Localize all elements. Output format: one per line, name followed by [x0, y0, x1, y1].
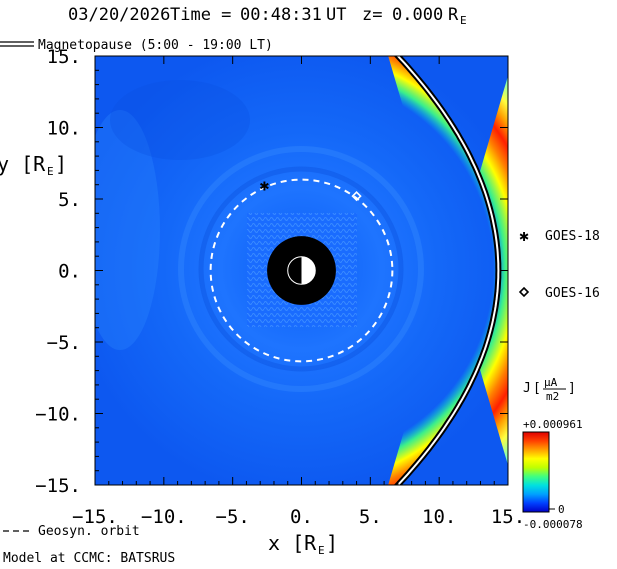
- y-tick-label: 5.: [58, 189, 81, 211]
- title-z-unit: R: [448, 5, 459, 25]
- field-feature-left: [95, 110, 160, 350]
- colorbar-bracket-close: ]: [568, 381, 576, 396]
- field-feature-top: [110, 80, 250, 160]
- y-axis-label-sub: E: [47, 165, 54, 178]
- x-tick-label: 15.: [491, 506, 525, 528]
- geosyn-orbit: [209, 178, 394, 363]
- colorbar: J [ µA m2 ] +0.000961 0 -0.000078: [522, 376, 583, 531]
- x-axis-label: x [R E ]: [268, 531, 338, 557]
- satellite-legend-marker: [518, 286, 530, 298]
- satellite-legend: ✱ GOES-18 GOES-16: [518, 226, 600, 301]
- colorbar-min-label: -0.000078: [523, 518, 583, 531]
- colorbar-scale: [522, 431, 550, 513]
- title-date: 03/20/2026: [68, 5, 170, 25]
- y-axis-label-text: y [R: [0, 152, 46, 176]
- x-tick-label: 10.: [422, 506, 456, 528]
- title-time-label: Time =: [170, 5, 231, 25]
- satellite-marker: [351, 191, 362, 202]
- magnetosheath-current: [388, 56, 508, 485]
- satellite-legend-marker: ✱: [519, 226, 529, 245]
- x-tick-label: −10.: [141, 506, 187, 528]
- x-axis-label-close: ]: [326, 531, 338, 555]
- colorbar-max-label: +0.000961: [523, 418, 583, 431]
- magnetopause-legend-text: Magnetopause (5:00 - 19:00 LT): [38, 38, 273, 53]
- satellite-legend-label: GOES-16: [545, 286, 600, 301]
- colorbar-zero-label: 0: [558, 503, 565, 516]
- x-axis-ticks: −15. −10. −5. 0. 5. 10. 15.: [72, 56, 525, 528]
- colorbar-unit-den: m2: [546, 390, 559, 403]
- x-tick-label: −15.: [72, 506, 118, 528]
- title-z-value: 0.000: [392, 5, 443, 25]
- colorbar-bracket-open: [: [533, 381, 541, 396]
- field-ring-outer: [178, 146, 424, 392]
- colorbar-label: J: [523, 381, 531, 396]
- x-axis-label-text: x [R: [268, 531, 317, 555]
- y-tick-label: −15.: [35, 475, 81, 497]
- magnetopause-legend: Magnetopause (5:00 - 19:00 LT): [0, 38, 273, 53]
- magnetopause-boundary-core: [396, 56, 500, 485]
- y-tick-label: 15.: [47, 46, 81, 68]
- x-tick-label: 0.: [290, 506, 313, 528]
- plot-area: ✱: [95, 56, 508, 485]
- geosyn-legend: Geosyn. orbit: [3, 524, 140, 539]
- satellite-marker: ✱: [260, 176, 270, 195]
- earth-icon: [287, 256, 316, 285]
- y-axis-label-close: ]: [55, 152, 67, 176]
- title-z-unit-sub: E: [460, 14, 467, 27]
- geosyn-legend-text: Geosyn. orbit: [38, 524, 140, 539]
- y-axis-label: y [R E ]: [0, 152, 67, 178]
- y-tick-label: −5.: [47, 332, 81, 354]
- y-tick-label: −10.: [35, 404, 81, 426]
- title-z-label: z=: [362, 5, 382, 25]
- satellite-markers: ✱: [260, 176, 362, 202]
- satellite-legend-label: GOES-18: [545, 229, 600, 244]
- y-axis-ticks: −15. −10. −5. 0. 5. 10. 15.: [35, 46, 508, 497]
- y-tick-label: 10.: [47, 118, 81, 140]
- x-tick-label: 5.: [359, 506, 382, 528]
- field-ring-inner: [198, 166, 404, 372]
- chart-title: 03/20/2026 Time = 00:48:31 UT z= 0.000 R…: [68, 5, 467, 27]
- title-time-unit: UT: [326, 5, 346, 25]
- y-tick-label: 0.: [58, 261, 81, 283]
- x-tick-label: −5.: [216, 506, 250, 528]
- title-time: 00:48:31: [240, 5, 322, 25]
- colorbar-unit-num: µA: [544, 376, 558, 389]
- model-credit: Model at CCMC: BATSRUS: [3, 551, 175, 566]
- x-axis-label-sub: E: [318, 544, 325, 557]
